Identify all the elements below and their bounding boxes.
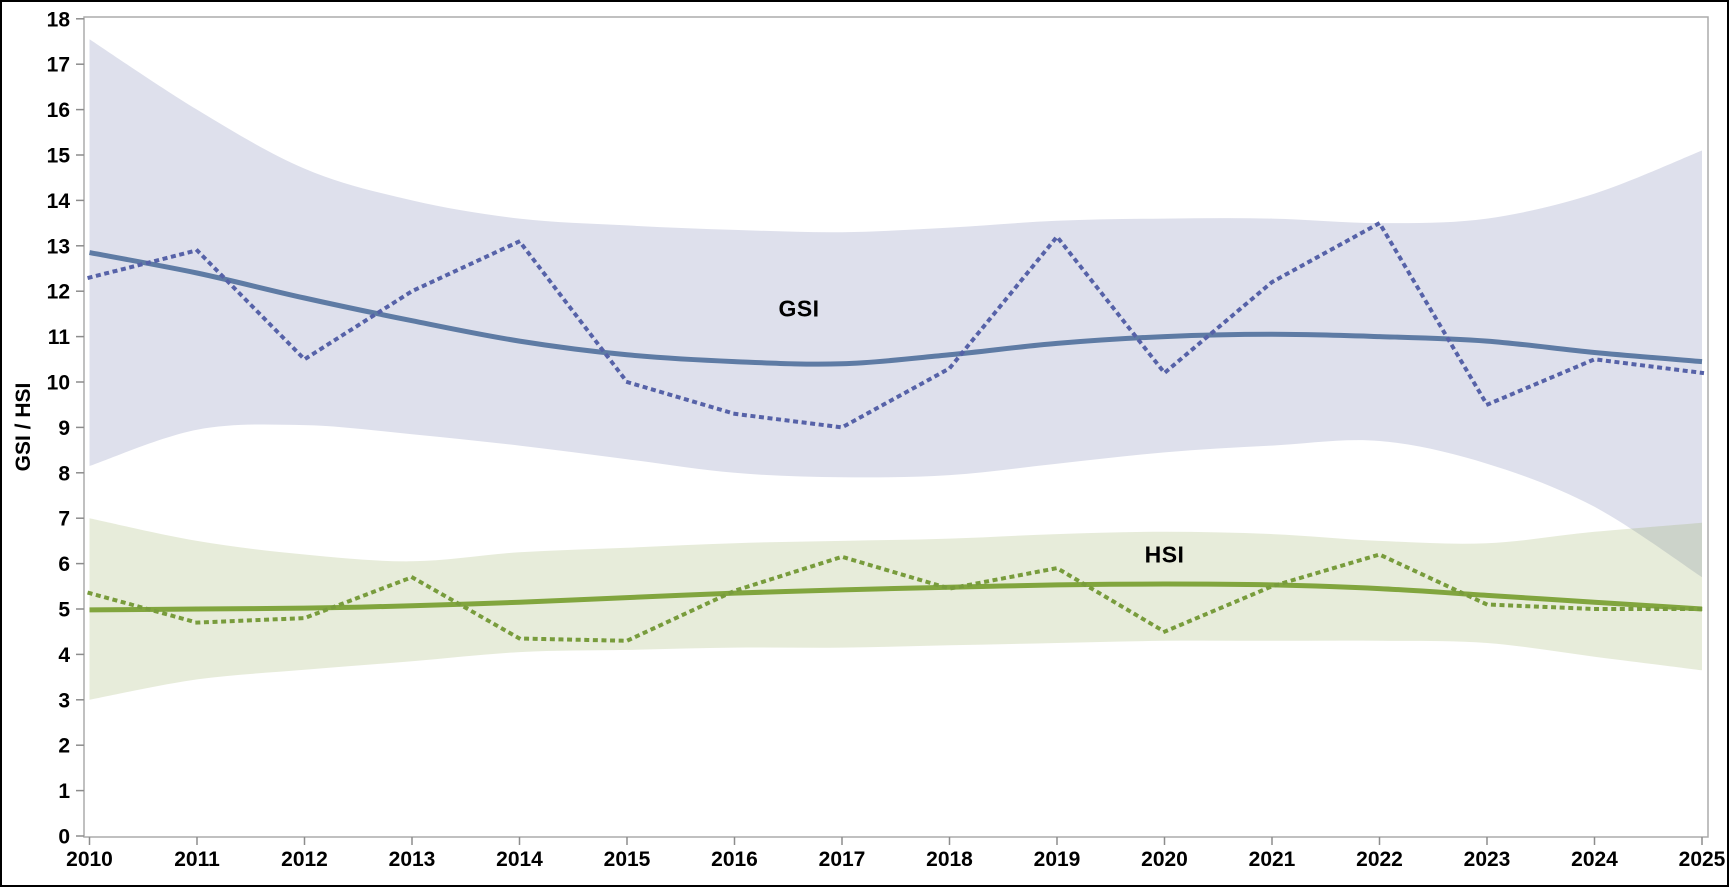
y-tick-label: 12 bbox=[47, 281, 70, 304]
x-tick-label: 2014 bbox=[496, 848, 543, 871]
y-tick-label: 15 bbox=[47, 145, 71, 168]
x-tick-label: 2010 bbox=[66, 848, 113, 871]
x-tick-label: 2025 bbox=[1679, 848, 1726, 871]
x-tick-label: 2024 bbox=[1571, 848, 1618, 871]
x-tick-label: 2015 bbox=[604, 848, 651, 871]
x-tick-label: 2020 bbox=[1141, 848, 1188, 871]
x-tick-label: 2016 bbox=[711, 848, 758, 871]
y-tick-label: 3 bbox=[58, 689, 70, 712]
gsi-loess-trend bbox=[89, 250, 1703, 367]
x-tick-label: 2011 bbox=[174, 848, 220, 871]
x-tick-label: 2021 bbox=[1249, 848, 1296, 871]
y-tick-label: 0 bbox=[58, 826, 70, 849]
x-tick-label: 2018 bbox=[926, 848, 973, 871]
gsi-series-label: GSI bbox=[778, 295, 820, 322]
hsi-confidence-band bbox=[89, 518, 1702, 700]
x-tick-label: 2019 bbox=[1034, 848, 1081, 871]
y-tick-label: 11 bbox=[48, 326, 71, 349]
y-tick-label: 7 bbox=[58, 508, 70, 531]
hsi-series-label: HSI bbox=[1144, 541, 1185, 568]
y-axis-title: GSI / HSI bbox=[12, 382, 35, 472]
hsi-observed bbox=[87, 552, 1704, 643]
gsi-confidence-band bbox=[89, 39, 1702, 578]
y-tick-label: 13 bbox=[47, 235, 70, 258]
y-tick-label: 16 bbox=[47, 99, 70, 122]
x-tick-label: 2023 bbox=[1464, 848, 1511, 871]
y-tick-label: 2 bbox=[58, 735, 70, 758]
y-tick-label: 10 bbox=[47, 372, 70, 395]
y-tick-label: 8 bbox=[58, 462, 70, 485]
y-tick-label: 9 bbox=[58, 417, 70, 440]
y-tick-label: 5 bbox=[58, 599, 70, 622]
x-tick-label: 2022 bbox=[1356, 848, 1403, 871]
x-tick-label: 2012 bbox=[281, 848, 328, 871]
y-tick-label: 4 bbox=[58, 644, 70, 667]
hsi-loess-trend bbox=[89, 581, 1703, 613]
y-tick-label: 17 bbox=[47, 54, 70, 77]
y-tick-label: 1 bbox=[58, 780, 70, 803]
y-tick-label: 18 bbox=[47, 8, 71, 31]
gsi-observed bbox=[87, 220, 1705, 430]
y-tick-label: 14 bbox=[47, 190, 71, 213]
x-tick-label: 2013 bbox=[389, 848, 436, 871]
y-tick-label: 6 bbox=[58, 553, 70, 576]
x-tick-label: 2017 bbox=[819, 848, 866, 871]
